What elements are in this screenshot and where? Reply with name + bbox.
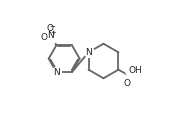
Text: OH: OH bbox=[128, 66, 142, 75]
Text: N: N bbox=[48, 31, 54, 40]
Text: −: − bbox=[49, 24, 55, 30]
Text: +: + bbox=[51, 30, 56, 36]
Text: N: N bbox=[53, 68, 60, 76]
Text: O: O bbox=[46, 24, 53, 33]
Text: O: O bbox=[124, 79, 131, 88]
Text: N: N bbox=[85, 48, 92, 57]
Text: O: O bbox=[41, 33, 48, 42]
